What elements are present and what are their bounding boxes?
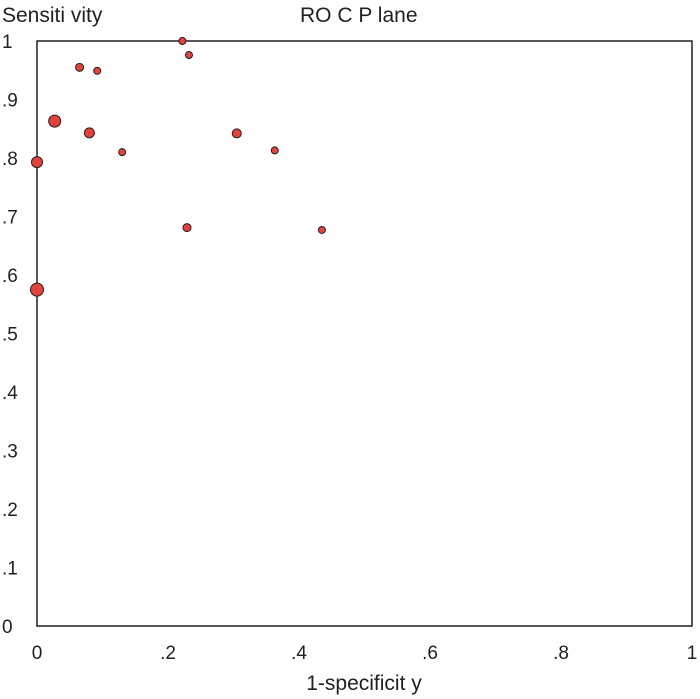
y-tick-label: .6 (2, 266, 18, 287)
y-tick-label: .3 (2, 442, 18, 463)
x-tick-label: 1 (687, 643, 698, 664)
y-tick-label: .2 (2, 500, 18, 521)
data-point (182, 223, 192, 233)
data-point (31, 156, 43, 169)
y-axis-label: Sensiti vity (2, 4, 103, 27)
data-points (30, 37, 326, 297)
x-tick-label: .8 (553, 643, 569, 664)
data-point (231, 128, 242, 139)
y-tick-label: .8 (2, 149, 18, 170)
y-tick-label: .4 (2, 383, 18, 404)
data-point (270, 146, 279, 155)
data-point (48, 114, 62, 128)
x-axis-label: 1-specificit y (306, 672, 422, 695)
data-point (184, 51, 193, 60)
x-axis-ticks: 0 .2 .4 .6 .8 1 (32, 643, 698, 664)
data-point (178, 37, 187, 45)
data-point (30, 282, 44, 297)
y-axis-ticks: 0 .1 .2 .3 .4 .5 .6 .7 .8 .9 1 (2, 32, 18, 638)
y-tick-label: 1 (2, 32, 13, 53)
chart-title: RO C P lane (300, 4, 418, 27)
x-tick-label: 0 (32, 643, 43, 664)
data-point (75, 62, 85, 72)
plot-frame (36, 40, 693, 627)
y-tick-label: .1 (2, 559, 18, 580)
data-point (93, 66, 102, 75)
x-tick-label: .4 (291, 643, 307, 664)
y-tick-label: .7 (2, 208, 18, 229)
y-tick-label: .9 (2, 91, 18, 112)
data-point (317, 225, 326, 234)
data-point (118, 148, 127, 157)
y-tick-label: 0 (2, 617, 13, 638)
y-tick-label: .5 (2, 325, 18, 346)
data-point (83, 127, 95, 139)
x-tick-label: .6 (422, 643, 438, 664)
x-tick-label: .2 (160, 643, 176, 664)
